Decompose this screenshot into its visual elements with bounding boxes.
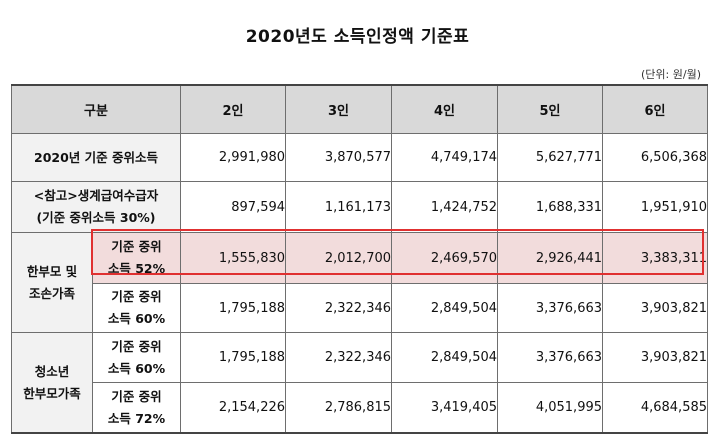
table-cell: 2,012,700 [285,232,393,284]
table-cell: 5,627,771 [497,133,604,182]
table-cell: 3,870,577 [285,133,393,182]
header-2persons: 2인 [180,84,287,134]
table-cell: 2,991,980 [180,133,287,182]
header-category: 구분 [10,84,182,134]
table-cell: 3,903,821 [602,283,709,333]
table-cell: 3,376,663 [497,283,604,333]
table-cell: 4,051,995 [497,382,604,434]
table-cell: 897,594 [180,181,287,233]
table-row: 기준 중위 소득 60% 1,795,188 2,322,346 2,849,5… [12,283,709,333]
sub-label-line1: 기준 중위 [111,388,162,404]
table-cell: 2,469,570 [391,232,499,284]
group-label-line1: 청소년 [34,363,70,379]
table-cell: 4,749,174 [391,133,499,182]
table-header-row: 구분 2인 3인 4인 5인 6인 [10,84,709,134]
table-cell: 1,795,188 [180,283,287,333]
sub-label: 기준 중위 소득 72% [91,382,182,434]
table-cell: 2,926,441 [497,232,604,284]
sub-label-line1: 기준 중위 [111,239,162,254]
sub-label-line2: 소득 52% [107,261,166,276]
table-cell: 3,376,663 [497,332,604,383]
table-cell: 1,795,188 [180,332,287,383]
row-label-line1: <참고>생계급여수급자 [33,188,159,203]
table-row-highlighted: 한부모 및 조손가족 기준 중위 소득 52% 1,555,830 2,012,… [11,232,709,333]
table-cell: 6,506,368 [602,133,709,182]
sub-label-line1: 기준 중위 [111,338,162,354]
row-label-livelihood-recipients: <참고>생계급여수급자 (기준 중위소득 30%) [10,181,182,233]
table-cell: 4,684,585 [602,382,709,434]
table-row: 청소년 한부모가족 기준 중위 소득 60% 1,795,188 2,322,3… [11,332,709,434]
table-cell: 2,849,504 [391,283,499,333]
header-3persons: 3인 [285,84,393,134]
header-6persons: 6인 [602,84,709,134]
table-cell: 3,419,405 [391,382,499,434]
table-cell: 1,688,331 [497,181,604,233]
table-cell: 1,161,173 [285,181,393,233]
group-label-line2: 조손가족 [28,285,75,301]
table-cell: 2,849,504 [391,332,499,383]
row-label-line2: (기준 중위소득 30%) [36,210,156,225]
table-cell: 1,951,910 [602,181,709,233]
table-cell: 2,322,346 [285,332,393,383]
table-cell: 1,555,830 [180,232,287,284]
sub-label-line2: 소득 60% [107,360,166,376]
table-cell: 2,154,226 [180,382,287,434]
table-cell: 3,383,311 [602,232,709,284]
table-cell: 2,322,346 [285,283,393,333]
sub-label: 기준 중위 소득 52% [91,232,182,284]
sub-label: 기준 중위 소득 60% [91,283,182,333]
sub-label-line1: 기준 중위 [111,289,162,304]
sub-label: 기준 중위 소득 60% [91,332,182,383]
table-row: 2020년 기준 중위소득 2,991,980 3,870,577 4,749,… [10,133,709,182]
group-label-line2: 한부모가족 [23,385,81,401]
page-title: 2020년도 소득인정액 기준표 [245,27,470,47]
unit-note: (단위: 원/월) [641,68,701,81]
table-cell: 2,786,815 [285,382,393,434]
group-label-youth-single-parent: 청소년 한부모가족 [11,332,93,434]
header-4persons: 4인 [391,84,499,134]
group-label-line1: 한부모 및 [26,263,78,279]
table-row: <참고>생계급여수급자 (기준 중위소득 30%) 897,594 1,161,… [10,181,709,233]
row-label-median-income: 2020년 기준 중위소득 [10,133,182,182]
header-5persons: 5인 [497,84,604,134]
table-cell: 1,424,752 [391,181,499,233]
sub-label-line2: 소득 72% [107,410,166,426]
group-label-single-parent: 한부모 및 조손가족 [11,232,93,333]
sub-label-line2: 소득 60% [107,311,166,326]
income-standard-table: 구분 2인 3인 4인 5인 6인 2020년 기준 중위소득 2,991,98… [10,84,709,434]
table-row: 기준 중위 소득 72% 2,154,226 2,786,815 3,419,4… [12,382,709,434]
table-cell: 3,903,821 [602,332,709,383]
